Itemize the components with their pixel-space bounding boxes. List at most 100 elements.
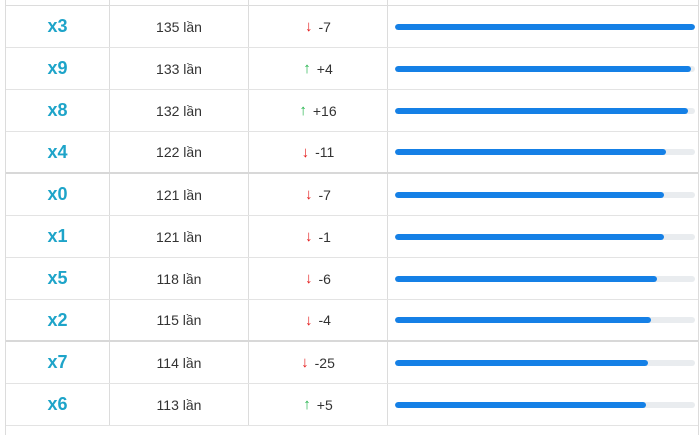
count-cell: 132 lần [110,90,249,131]
change-value: -4 [318,312,331,328]
progress-fill [395,191,664,198]
number-cell: x7 [6,342,110,383]
change-indicator: ↑ +16 [299,103,336,119]
number-label: x3 [47,16,68,36]
arrow-down-icon: ↓ [305,311,313,329]
progress-track [395,401,695,408]
progress-track [395,149,695,155]
count-cell: 121 lần [110,216,249,257]
change-value: -11 [315,144,335,160]
number-label: x5 [47,268,68,288]
count-cell: 133 lần [110,48,249,89]
change-cell: ↑ +16 [249,90,388,131]
count-cell: 121 lần [110,174,249,215]
progress-track [395,233,695,240]
number-cell: x9 [6,48,110,89]
number-cell: x8 [6,90,110,131]
change-cell: ↓ -4 [249,300,388,340]
count-cell: 115 lần [110,300,249,340]
change-indicator: ↑ +4 [303,61,332,77]
count-label: 121 lần [156,186,202,203]
change-value: +4 [316,60,333,77]
change-indicator: ↓ -11 [302,144,335,160]
change-indicator: ↓ -25 [301,355,335,371]
progress-track [395,23,695,30]
count-label: 115 lần [156,312,202,328]
change-value: +5 [316,396,333,413]
progress-fill [395,149,667,155]
progress-fill [395,317,651,323]
number-label: x6 [47,394,68,414]
arrow-down-icon: ↓ [305,228,313,245]
number-label: x7 [47,352,68,372]
table-row: x0 121 lần ↓ -7 [6,174,698,216]
progress-track [395,317,695,323]
progress-cell [388,384,698,425]
change-cell: ↓ -1 [249,216,388,257]
change-cell: ↓ -25 [249,342,388,383]
count-cell: 113 lần [110,384,249,425]
progress-track [395,275,695,282]
change-value: -6 [318,270,331,287]
progress-cell [388,90,698,131]
count-cell: 118 lần [110,258,249,299]
change-cell: ↓ -6 [249,258,388,299]
change-indicator: ↓ -7 [305,19,331,35]
progress-cell [388,342,698,383]
change-value: -7 [318,186,331,203]
count-label: 122 lần [156,144,202,160]
number-cell: x6 [6,384,110,425]
count-cell: 122 lần [110,132,249,172]
change-cell: ↓ -11 [249,132,388,172]
table-row: x2 115 lần ↓ -4 [6,300,698,342]
number-cell: x3 [6,6,110,47]
change-cell: ↑ +4 [249,48,388,89]
progress-cell [388,258,698,299]
progress-fill [395,65,691,72]
change-indicator: ↓ -4 [305,312,331,328]
progress-track [395,107,695,114]
table-body: x3 135 lần ↓ -7 x9 133 lần ↑ +4 [6,6,698,426]
progress-cell [388,300,698,340]
arrow-down-icon: ↓ [305,18,313,35]
count-label: 133 lần [156,60,202,77]
table-row: x5 118 lần ↓ -6 [6,258,698,300]
change-value: -1 [318,228,331,245]
number-label: x9 [47,58,68,78]
count-cell: 114 lần [110,342,249,383]
arrow-up-icon: ↑ [303,60,311,77]
table-row: x3 135 lần ↓ -7 [6,6,698,48]
number-label: x2 [47,309,68,330]
table-row: x8 132 lần ↑ +16 [6,90,698,132]
progress-track [395,359,695,366]
arrow-up-icon: ↑ [303,396,311,413]
arrow-down-icon: ↓ [301,143,310,161]
progress-cell [388,48,698,89]
arrow-down-icon: ↓ [305,186,313,203]
progress-fill [395,233,664,240]
number-label: x8 [47,100,68,120]
progress-fill [395,401,647,408]
change-indicator: ↓ -1 [305,229,331,245]
change-cell: ↑ +5 [249,384,388,425]
change-indicator: ↑ +5 [303,397,332,413]
number-cell: x4 [6,132,110,172]
progress-cell [388,6,698,47]
table-row: x7 114 lần ↓ -25 [6,342,698,384]
table-top-edge [6,0,698,6]
change-indicator: ↓ -6 [305,271,331,287]
arrow-down-icon: ↓ [301,354,309,371]
count-label: 121 lần [156,228,202,245]
progress-cell [388,216,698,257]
change-value: -7 [318,18,331,35]
frequency-table: x3 135 lần ↓ -7 x9 133 lần ↑ +4 [5,0,699,435]
number-cell: x5 [6,258,110,299]
change-value: +16 [312,102,337,119]
progress-fill [395,275,658,282]
count-label: 118 lần [156,270,202,287]
progress-cell [388,174,698,215]
count-cell: 135 lần [110,6,249,47]
change-cell: ↓ -7 [249,6,388,47]
progress-track [395,65,695,72]
count-label: 114 lần [156,354,202,371]
